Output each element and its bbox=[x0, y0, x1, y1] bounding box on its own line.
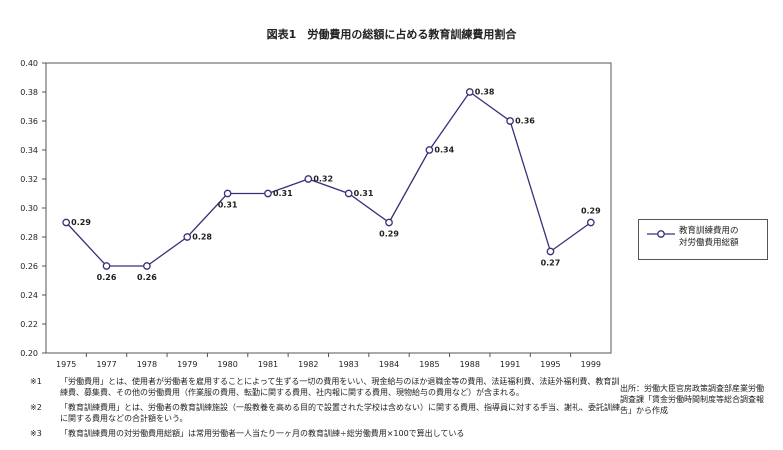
y-tick-label: 0.32 bbox=[20, 175, 38, 184]
data-label: 0.34 bbox=[434, 146, 454, 155]
data-point bbox=[546, 247, 555, 256]
data-label: 0.29 bbox=[71, 218, 91, 227]
footnote-1-mark: ※1 bbox=[30, 377, 42, 386]
data-point bbox=[183, 233, 192, 241]
x-tick-label: 1980 bbox=[217, 360, 237, 369]
line-chart: 0.20 0.22 0.24 0.26 0.28 0.30 0.32 0.34 0.36 0.38… bbox=[20, 59, 612, 369]
legend-line-1: 教育訓練費用の bbox=[679, 226, 739, 236]
footnote-2-mark: ※2 bbox=[30, 403, 42, 412]
chart-title: 図表1 労働費用の総額に占める教育訓練費用割合 bbox=[266, 28, 517, 41]
data-point bbox=[586, 218, 595, 227]
x-tick-label: 1975 bbox=[56, 360, 76, 369]
x-tick-label: 1979 bbox=[177, 360, 197, 369]
x-axis: 1975 1977 1978 1979 1980 1981 1982 1983 1984 1985… bbox=[56, 353, 601, 369]
y-tick-label: 0.38 bbox=[20, 88, 38, 97]
x-tick-label: 1983 bbox=[338, 360, 358, 369]
data-point bbox=[223, 189, 232, 198]
x-tick-label: 1977 bbox=[96, 360, 116, 369]
data-label: 0.31 bbox=[273, 189, 293, 198]
y-tick-label: 0.26 bbox=[20, 262, 38, 271]
x-tick-label: 1988 bbox=[460, 360, 480, 369]
y-tick-label: 0.36 bbox=[20, 117, 38, 126]
legend: 教育訓練費用の 対労働費用総額 bbox=[638, 219, 768, 260]
x-tick-label: 1999 bbox=[581, 360, 601, 369]
data-point bbox=[344, 189, 353, 198]
data-label: 0.29 bbox=[581, 207, 601, 216]
data-point bbox=[385, 218, 393, 227]
y-axis: 0.20 0.22 0.24 0.26 0.28 0.30 0.32 0.34 0.36 0.38… bbox=[20, 59, 46, 358]
y-tick-label: 0.30 bbox=[20, 204, 38, 213]
data-label: 0.26 bbox=[97, 273, 117, 282]
data-label: 0.27 bbox=[541, 259, 561, 268]
data-point bbox=[304, 175, 313, 183]
data-label: 0.28 bbox=[192, 233, 212, 242]
x-tick-label: 1991 bbox=[500, 360, 520, 369]
series-line-group: 0.29 0.26 0.26 0.28 0.31 0.31 0.32 0.31 0.29 0.34… bbox=[62, 88, 601, 282]
data-point bbox=[62, 218, 71, 227]
data-point bbox=[425, 146, 434, 154]
legend-label: 教育訓練費用の 対労働費用総額 bbox=[679, 225, 765, 249]
data-point bbox=[465, 88, 474, 96]
data-label: 0.26 bbox=[137, 273, 157, 282]
data-label: 0.36 bbox=[515, 117, 535, 126]
legend-line-2: 対労働費用総額 bbox=[679, 238, 739, 248]
footnote-2-text: 「教育訓練費用」とは、労働者の教育訓練施設（一般教養を高める目的で設置された学校… bbox=[60, 403, 620, 423]
data-point bbox=[102, 262, 111, 270]
legend-line-marker-icon bbox=[647, 230, 675, 238]
source-note: 出所：労働大臣官房政策調査部産業労働調査課「賃金労働時間制度等総合調査報告」から… bbox=[620, 384, 764, 415]
data-label: 0.31 bbox=[354, 189, 374, 198]
y-tick-label: 0.20 bbox=[20, 349, 38, 358]
y-tick-label: 0.28 bbox=[20, 233, 38, 242]
x-tick-label: 1981 bbox=[258, 360, 278, 369]
footnote-1-text: 「労働費用」とは、使用者が労働者を雇用することによって生ずる一切の費用をいい、現… bbox=[60, 377, 620, 397]
x-tick-label: 1982 bbox=[298, 360, 318, 369]
data-point bbox=[506, 117, 514, 125]
y-tick-label: 0.24 bbox=[20, 291, 38, 300]
y-tick-label: 0.34 bbox=[20, 146, 38, 155]
data-point bbox=[143, 262, 151, 270]
footnote-3-text: 「教育訓練費用の対労働費用総額」は常用労働者一人当たり一ヶ月の教育訓練÷総労働費… bbox=[60, 429, 465, 438]
y-tick-label: 0.40 bbox=[20, 59, 38, 68]
data-label: 0.29 bbox=[379, 230, 399, 239]
x-tick-label: 1984 bbox=[379, 360, 399, 369]
x-tick-label: 1995 bbox=[540, 360, 560, 369]
data-point bbox=[264, 189, 272, 198]
plot-area bbox=[45, 62, 612, 354]
x-tick-label: 1985 bbox=[419, 360, 439, 369]
series-line bbox=[65, 91, 592, 267]
data-label: 0.31 bbox=[218, 201, 238, 210]
y-tick-label: 0.22 bbox=[20, 320, 38, 329]
x-tick-label: 1978 bbox=[137, 360, 157, 369]
data-label: 0.32 bbox=[313, 175, 333, 184]
footnote-3-mark: ※3 bbox=[30, 429, 42, 438]
data-label: 0.38 bbox=[475, 88, 495, 97]
